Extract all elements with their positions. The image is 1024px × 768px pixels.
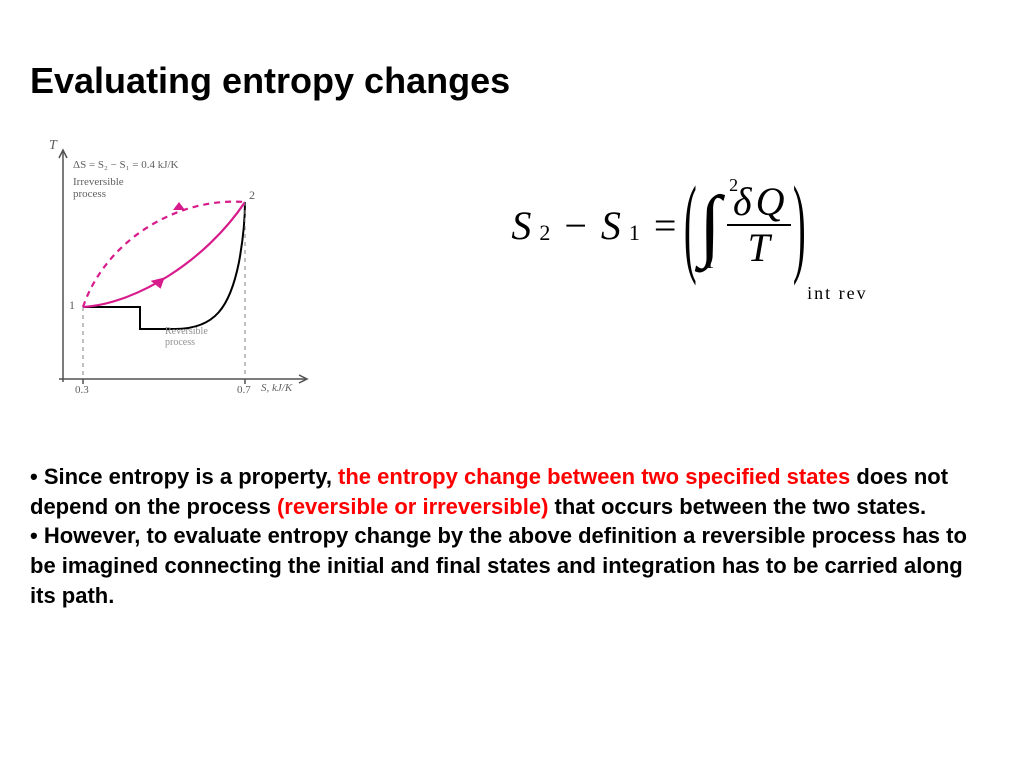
l-paren: (	[684, 187, 697, 264]
eq-sub1: 1	[629, 220, 640, 246]
eq-S-a: S	[511, 202, 531, 249]
int-rev-subscript: int rev	[807, 283, 868, 304]
eq-S-b: S	[601, 202, 621, 249]
page-title: Evaluating entropy changes	[30, 60, 994, 102]
bullet-block: • Since entropy is a property, the entro…	[30, 462, 994, 610]
integral-block: 2 ∫ 1 δQ T	[699, 182, 790, 268]
point-1-label: 1	[69, 298, 75, 313]
bullet-1: • Since entropy is a property, the entro…	[30, 462, 994, 521]
bullet-2: • However, to evaluate entropy change by…	[30, 521, 994, 610]
eq-minus: −	[558, 202, 593, 249]
y-axis-label: T	[49, 138, 57, 154]
irreversible-label: Irreversible process	[73, 176, 124, 200]
int-upper: 2	[729, 175, 738, 196]
slide-root: Evaluating entropy changes	[0, 0, 1024, 768]
x-axis-label: S, kJ/K	[261, 382, 292, 394]
reversible-label: Reversible process	[165, 326, 208, 348]
entropy-equation: S2 − S1 = ( 2 ∫ 1 δQ T ) int	[385, 132, 994, 268]
ts-diagram: T ΔS = S₂ − S₁ = 0.4 kJ/K Irreversible p…	[25, 132, 325, 402]
b1-post: that occurs between the two states.	[548, 494, 926, 519]
b1-red2: (reversible or irreversible)	[277, 494, 548, 519]
point-2-label: 2	[249, 188, 255, 203]
content-row: T ΔS = S₂ − S₁ = 0.4 kJ/K Irreversible p…	[30, 132, 994, 402]
int-lower: 1	[705, 252, 714, 273]
graph-svg	[25, 132, 325, 402]
denominator: T	[742, 226, 776, 268]
r-paren: )	[792, 187, 805, 264]
delta-s-label: ΔS = S₂ − S₁ = 0.4 kJ/K	[73, 159, 179, 171]
integral-symbol: 2 ∫ 1	[699, 189, 721, 261]
Q-sym: Q	[756, 179, 785, 224]
b1-red1: the entropy change between two specified…	[338, 464, 850, 489]
x-tick-right: 0.7	[237, 384, 251, 396]
b1-pre: • Since entropy is a property,	[30, 464, 338, 489]
x-tick-left: 0.3	[75, 384, 89, 396]
eq-equals: =	[648, 202, 683, 249]
eq-sub2: 2	[539, 220, 550, 246]
